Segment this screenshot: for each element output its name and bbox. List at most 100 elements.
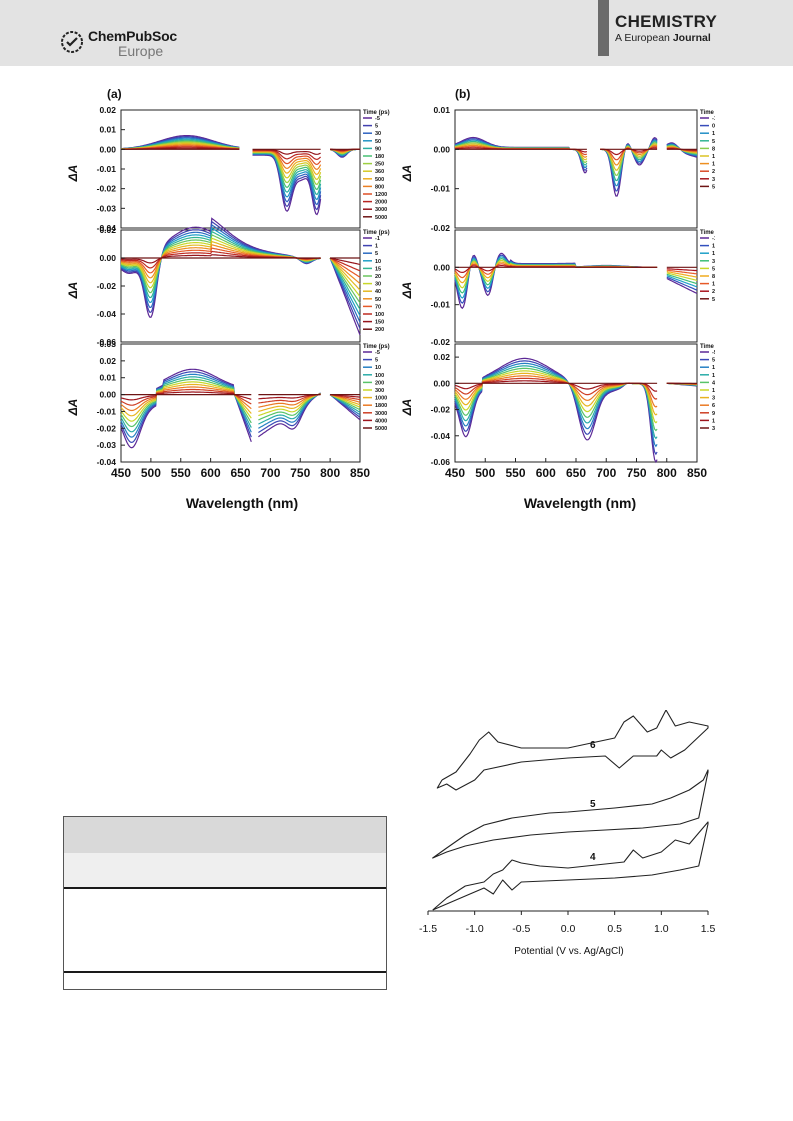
y-axis-label: ΔA: [400, 399, 414, 417]
legend-entry: 5: [375, 124, 378, 130]
legend-entry: 360: [375, 169, 384, 175]
cv-x-tick-label: 0.0: [561, 923, 576, 935]
legend-entry: 5: [712, 358, 715, 364]
legend-entry: 10: [712, 365, 715, 371]
table-subheader-row: [63, 853, 387, 887]
x-tick-label: 450: [445, 466, 465, 480]
y-tick-label: 0.01: [99, 125, 116, 135]
y-tick-label: -0.04: [97, 457, 117, 467]
x-tick-label: 500: [141, 466, 161, 480]
table-block: [63, 816, 387, 990]
table-rule: [63, 887, 387, 889]
y-tick-label: -0.02: [431, 223, 451, 233]
panel-b-label: (b): [455, 87, 470, 101]
y-tick-label: -0.01: [431, 184, 451, 194]
y-tick-label: -0.01: [431, 300, 451, 310]
legend-entry: 5000: [375, 426, 387, 432]
y-tick-label: -0.02: [97, 423, 117, 433]
y-tick-label: -0.01: [97, 406, 117, 416]
legend-entry: -1: [712, 236, 715, 242]
x-tick-label: 600: [201, 466, 221, 480]
y-tick-label: -0.04: [97, 223, 117, 233]
legend-entry: 50: [712, 297, 715, 303]
legend-entry: 200: [375, 327, 384, 333]
legend-entry: 1: [375, 244, 378, 250]
legend-entry: 1: [712, 244, 715, 250]
legend-entry: 500: [375, 177, 384, 183]
y-tick-label: 0.00: [433, 378, 450, 388]
legend-entry: 30: [375, 282, 381, 288]
legend-entry: 100: [712, 388, 715, 394]
x-tick-label: 700: [596, 466, 616, 480]
cv-x-axis-label: Potential (V vs. Ag/AgCl): [514, 946, 624, 957]
x-tick-label: 550: [171, 466, 191, 480]
plot-frame: [454, 229, 698, 343]
y-tick-label: -0.02: [431, 405, 451, 415]
legend-entry: 1500: [712, 418, 715, 424]
legend-entry: 40: [375, 289, 381, 295]
journal-subtitle-prefix: A European: [615, 32, 670, 44]
legend-entry: 30: [712, 177, 715, 183]
y-tick-label: -0.02: [97, 184, 117, 194]
x-tick-label: 500: [475, 466, 495, 480]
header-band: [0, 0, 793, 66]
cyclic-voltammetry-figure: 6 5 4 -1.5 -1.0 -0.5 0.0 0.5 1.0 1.5 Potential (…: [419, 710, 716, 957]
y-tick-label: 0.02: [99, 225, 116, 235]
legend-entry: 900: [712, 411, 715, 417]
cv-x-tick-label: 0.5: [607, 923, 622, 935]
y-tick-label: -0.06: [97, 337, 117, 347]
table-header-row: [63, 816, 387, 853]
y-tick-label: 0.03: [99, 339, 116, 349]
legend-entry: 1200: [375, 192, 387, 198]
legend-entry: 5000: [375, 215, 387, 221]
x-tick-label: 850: [687, 466, 707, 480]
table-body: [63, 889, 387, 971]
y-axis-label: ΔA: [400, 282, 414, 300]
cv-curve-label: 4: [590, 852, 596, 863]
legend-entry: 3000: [375, 411, 387, 417]
table-frame: [63, 816, 387, 990]
y-tick-label: 0.00: [99, 144, 116, 154]
cv-x-tick-label: 1.0: [654, 923, 669, 935]
x-tick-label: 450: [111, 466, 131, 480]
y-tick-label: -0.01: [97, 164, 117, 174]
cv-x-tick-label: -1.5: [419, 923, 437, 935]
cv-curve: [432, 821, 709, 911]
legend-entry: -1: [375, 236, 380, 242]
x-tick-label: 700: [260, 466, 280, 480]
cv-curve: [436, 710, 709, 791]
legend-entry: 10: [375, 259, 381, 265]
publisher-logo: ChemPubSoc Europe: [60, 26, 200, 60]
legend-entry: 5: [712, 139, 715, 145]
x-tick-label: 850: [350, 466, 370, 480]
legend-entry: 5: [712, 266, 715, 272]
legend-entry: 20: [712, 169, 715, 175]
legend-entry: -5: [712, 350, 715, 356]
legend-entry: 1000: [375, 396, 387, 402]
legend-entry: 12: [712, 282, 715, 288]
y-tick-label: 0.02: [99, 105, 116, 115]
legend-entry: 150: [375, 320, 384, 326]
legend-entry: 15: [712, 373, 715, 379]
x-tick-label: 800: [657, 466, 677, 480]
cv-curve-label: 5: [590, 799, 596, 810]
legend-entry: 0.5: [712, 124, 715, 130]
y-tick-label: 0.02: [99, 356, 116, 366]
legend-entry: 300: [712, 396, 715, 402]
cv-x-tick-label: 1.5: [701, 923, 716, 935]
spectrum-panel: -0.06 -0.04 -0.02 0.00 0.02 ΔA 450 500 550 600 650…: [400, 343, 715, 480]
y-tick-label: 0.00: [433, 144, 450, 154]
legend-title: Time (ps): [363, 344, 390, 350]
y-tick-label: -0.04: [431, 431, 451, 441]
table-rule: [63, 971, 387, 973]
legend-entry: 250: [375, 162, 384, 168]
y-tick-label: 0.00: [433, 262, 450, 272]
legend-entry: 90: [375, 146, 381, 152]
legend-title: Time (ps): [363, 230, 390, 236]
legend-entry: 1.5: [712, 131, 715, 137]
plot-frame: [454, 109, 698, 229]
legend-entry: 300: [375, 388, 384, 394]
legend-entry: 800: [375, 184, 384, 190]
